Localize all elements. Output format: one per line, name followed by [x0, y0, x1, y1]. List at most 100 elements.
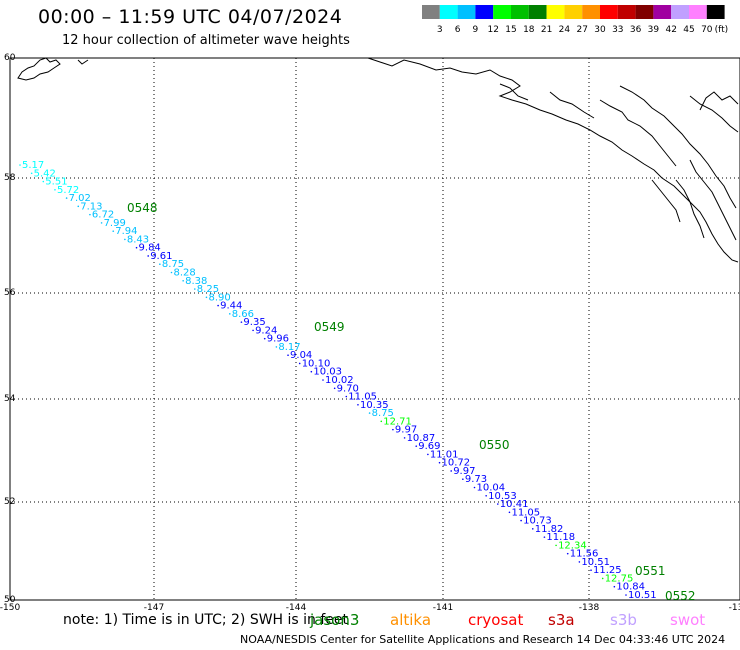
- lat-label: 56: [4, 288, 16, 298]
- track-point: [380, 420, 383, 423]
- wave-height-label: 10.87: [407, 433, 436, 444]
- alaska-coastline: [17, 57, 739, 263]
- legend-altika: altika: [390, 611, 432, 629]
- track-point: [182, 279, 184, 282]
- track-point: [438, 461, 441, 464]
- color-scale-legend: 3 6 9 12 15 18 21 24 27 30 33 36 39 42 45 70 (ft): [422, 5, 728, 35]
- wave-height-label: 8.75: [372, 408, 394, 419]
- wave-height-label: 11.82: [535, 524, 564, 535]
- track-point: [159, 263, 161, 266]
- track-point: [601, 577, 604, 580]
- scale-label: 39: [648, 25, 660, 35]
- footer-note: note: 1) Time is in UTC; 2) SWH is in fe…: [63, 612, 349, 628]
- scale-label: 36: [630, 25, 642, 35]
- wave-height-label: 9.04: [290, 350, 312, 361]
- track-point: [345, 395, 348, 398]
- wave-height-label: 9.69: [418, 441, 440, 452]
- wave-height-label: 10.03: [313, 367, 342, 378]
- lon-label: -150: [0, 603, 20, 613]
- legend-jason3: jason3: [310, 611, 360, 629]
- scale-label: 15: [505, 25, 516, 35]
- wave-height-labels: 5.175.425.515.727.027.136.727.997.948.43…: [22, 160, 657, 601]
- scale-swatch: [564, 5, 583, 19]
- scale-swatch: [706, 5, 725, 19]
- time-labels: 0548 0549 0550 0551 0552: [127, 201, 696, 603]
- map-frame: [9, 57, 740, 601]
- track-point: [42, 180, 45, 183]
- track-point: [217, 304, 219, 307]
- wave-height-label: 10.41: [500, 499, 529, 510]
- track-point: [415, 445, 418, 447]
- wave-height-label: 7.13: [80, 201, 102, 212]
- map-grid: -150 -147 -144 -141 -138 -13 60 58 56 54 52 50: [0, 53, 740, 613]
- scale-swatch: [457, 5, 476, 19]
- scale-label: 30: [594, 25, 606, 35]
- lon-label: -141: [433, 603, 453, 613]
- wave-height-label: 9.24: [255, 325, 277, 336]
- track-point: [322, 379, 324, 381]
- track-point: [205, 296, 208, 299]
- track-point: [613, 585, 616, 588]
- scale-swatch: [600, 5, 618, 19]
- wave-height-label: 8.66: [232, 309, 254, 320]
- scale-label: 33: [612, 25, 623, 35]
- wave-height-label: 7.99: [104, 218, 126, 229]
- track-point: [427, 453, 429, 456]
- page-subtitle: 12 hour collection of altimeter wave hei…: [62, 33, 350, 48]
- scale-label: 3: [437, 25, 443, 35]
- track-point: [240, 321, 243, 323]
- wave-height-label: 8.17: [278, 342, 300, 353]
- scale-swatch: [511, 5, 529, 19]
- wave-height-label: 12.75: [605, 573, 634, 584]
- track-point: [77, 205, 80, 208]
- legend-swot: swot: [670, 611, 706, 629]
- track-point: [65, 197, 68, 199]
- track-point: [124, 238, 126, 241]
- wave-height-label: 8.43: [127, 234, 149, 245]
- wave-height-label: 8.75: [162, 259, 184, 270]
- wave-height-label: 10.04: [477, 483, 506, 494]
- legend-s3a: s3a: [548, 611, 575, 629]
- track-point: [555, 544, 557, 547]
- scale-swatch: [671, 5, 689, 19]
- wave-height-label: 5.51: [45, 177, 67, 188]
- wave-height-label: 9.73: [465, 474, 487, 485]
- page-title: 00:00 – 11:59 UTC 04/07/2024: [38, 6, 343, 28]
- track-point: [252, 329, 254, 332]
- scale-swatch: [689, 5, 707, 19]
- legend-s3b: s3b: [610, 611, 637, 629]
- track-point: [625, 594, 627, 596]
- track-point: [450, 470, 452, 472]
- track-point: [112, 230, 115, 232]
- lon-label: -147: [144, 603, 164, 613]
- wave-height-label: 5.42: [34, 168, 56, 179]
- track-point: [520, 519, 522, 522]
- time-label: 0551: [635, 564, 666, 578]
- wave-height-label: 10.73: [523, 516, 552, 527]
- wave-height-label: 7.02: [69, 193, 91, 204]
- scale-label: 6: [455, 25, 461, 35]
- track-point: [19, 164, 21, 166]
- time-label: 0552: [665, 589, 696, 603]
- track-point: [508, 511, 511, 514]
- time-label: 0550: [479, 438, 510, 452]
- track-point: [590, 569, 592, 571]
- track-point: [368, 412, 371, 414]
- track-point: [485, 494, 487, 497]
- wave-height-label: 10.72: [442, 458, 471, 469]
- track-point: [275, 346, 278, 348]
- wave-height-label: 12.34: [558, 540, 587, 551]
- scale-label: 45: [683, 25, 694, 35]
- track-point: [462, 478, 464, 481]
- wave-height-label: 7.94: [115, 226, 137, 237]
- scale-label: 27: [576, 25, 587, 35]
- wave-height-label: 9.96: [267, 334, 289, 345]
- time-label: 0548: [127, 201, 158, 215]
- lon-label: -13: [729, 603, 740, 613]
- scale-label: 42: [665, 25, 676, 35]
- scale-swatch: [546, 5, 565, 19]
- scale-swatch: [617, 5, 636, 19]
- lat-label: 58: [4, 173, 16, 183]
- track-point: [403, 437, 406, 439]
